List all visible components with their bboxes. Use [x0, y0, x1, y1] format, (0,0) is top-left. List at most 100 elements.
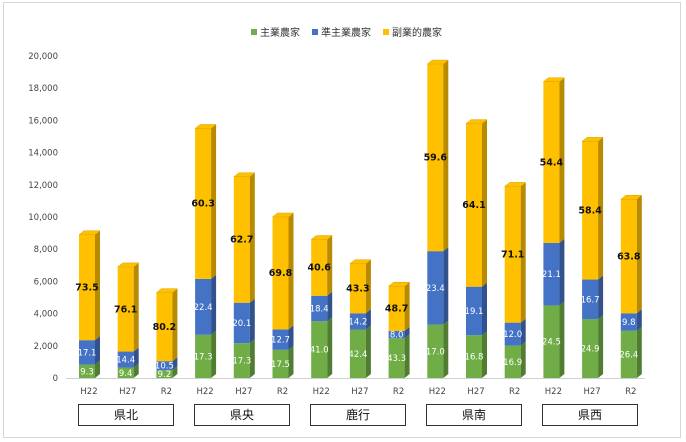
bar-segment-side: [327, 235, 333, 296]
bar-segment-side: [636, 309, 642, 331]
data-label: 43.3: [346, 284, 369, 295]
bar-segment-side: [172, 288, 178, 362]
bar-segment: [117, 351, 134, 368]
bar-segment: [195, 128, 212, 279]
y-tick-label: 18,000: [28, 84, 58, 94]
y-tick-label: 8,000: [34, 245, 58, 255]
bar-segment: [504, 322, 521, 346]
x-tick-label: R2: [625, 387, 636, 397]
chart-frame: [3, 2, 681, 438]
y-tick-label: 6,000: [34, 277, 58, 287]
data-label: 24.9: [581, 345, 600, 355]
data-label: 14.4: [116, 356, 135, 366]
bar-top-cap: [116, 262, 140, 268]
data-label: 23.4: [426, 284, 445, 294]
bar-segment: [311, 321, 328, 378]
bar-top-cap: [465, 119, 488, 124]
bar-top-cap: [233, 172, 256, 177]
data-label: 10.5: [155, 362, 174, 372]
bar-segment-side: [598, 137, 604, 280]
data-label: 22.4: [194, 303, 213, 313]
bar-segment: [79, 234, 95, 341]
data-label: 19.1: [465, 307, 484, 317]
bar-top-cap: [426, 59, 450, 65]
bar-segment: [543, 242, 560, 306]
data-label: 17.0: [426, 347, 445, 357]
data-label: 73.5: [75, 283, 98, 294]
bar-top-cap: [194, 124, 217, 129]
x-tick-label: H27: [351, 387, 368, 397]
y-tick-label: 2,000: [34, 342, 58, 352]
bar-segment-side: [211, 124, 217, 279]
data-label: 69.8: [269, 268, 293, 279]
legend-item: 準主業農家: [312, 26, 371, 39]
bar-segment: [233, 343, 250, 378]
legend-label: 準主業農家: [321, 26, 371, 39]
bar-segment-side: [133, 363, 139, 378]
bar-stack: 41.0 18.4 40.6: [307, 235, 333, 378]
data-label: 17.3: [232, 357, 251, 367]
bar-segment-side: [288, 213, 294, 330]
bar-segment: [349, 329, 366, 378]
bar-top-cap: [503, 182, 527, 187]
legend-swatch: [312, 29, 318, 35]
bar-segment: [543, 81, 560, 243]
bar-segment: [156, 370, 173, 378]
x-tick-label: H27: [467, 387, 484, 397]
bar-segment: [156, 292, 173, 362]
bar-segment: [311, 239, 328, 296]
y-tick-label: 10,000: [28, 213, 58, 223]
x-tick-label: H22: [429, 387, 446, 397]
bar-stack: 17.0 23.4 59.6: [424, 59, 450, 378]
bar-stack: 9.210.5 80.2: [153, 288, 179, 380]
data-label: 16.7: [581, 295, 600, 305]
bar-stack: 43.3 8.0 48.7: [385, 281, 411, 378]
region-label: 県西: [542, 404, 638, 426]
bar-segment-side: [211, 274, 217, 335]
bar-segment-side: [559, 301, 565, 378]
bar-segment-side: [172, 357, 178, 371]
data-label: 17.3: [194, 352, 213, 362]
bar-segment-side: [249, 172, 255, 303]
bar-segment: [466, 335, 482, 378]
bar-segment: [117, 367, 134, 378]
y-tick-label: 20,000: [28, 52, 58, 62]
bar-segment: [620, 330, 637, 378]
bar-segment: [349, 263, 366, 314]
x-tick-label: H27: [119, 387, 136, 397]
bar-segment: [504, 186, 521, 323]
bar-top-cap: [581, 137, 604, 142]
y-tick-label: 14,000: [28, 149, 58, 159]
legend: 主業農家 準主業農家 副業的農家: [251, 26, 442, 39]
bar-stack: 17.3 22.4 60.3: [191, 124, 217, 378]
bar-top-cap: [349, 259, 372, 264]
data-label: 64.1: [462, 200, 485, 211]
bar-top-cap: [78, 230, 101, 235]
bar-stack: 42.4 14.2 43.3: [346, 259, 372, 378]
bar-segment: [156, 361, 173, 371]
bar-segment: [272, 349, 289, 378]
bar-segment-side: [133, 347, 139, 368]
bar-segment-side: [404, 326, 410, 339]
data-label: 17.5: [271, 360, 290, 370]
bar-segment-side: [636, 326, 642, 378]
bar-segment: [427, 324, 444, 378]
bar-segment: [195, 278, 212, 335]
bar-segment: [79, 364, 95, 378]
data-label: 60.3: [191, 199, 214, 210]
data-label: 54.4: [540, 157, 564, 168]
bar-top-cap: [542, 77, 566, 83]
bar-segment-side: [598, 275, 604, 320]
bar-segment: [582, 141, 599, 280]
legend-label: 主業農家: [260, 26, 300, 39]
bar-stack: 17.5 12.7 69.8: [269, 212, 295, 378]
bar-segment-side: [249, 298, 255, 344]
x-axis: H22 H27 R2 H22 H27 R2 H22 H27 R2 H22 H27 R2 H22 H27 R2: [80, 387, 636, 397]
bar-segment-side: [133, 263, 139, 352]
bar-segment-side: [404, 334, 410, 378]
bar-stack: 24.5 21.1 54.4: [540, 77, 566, 378]
bar-segment-side: [288, 345, 294, 378]
bar-segment: [466, 123, 482, 287]
data-label: 9.4: [119, 369, 133, 379]
